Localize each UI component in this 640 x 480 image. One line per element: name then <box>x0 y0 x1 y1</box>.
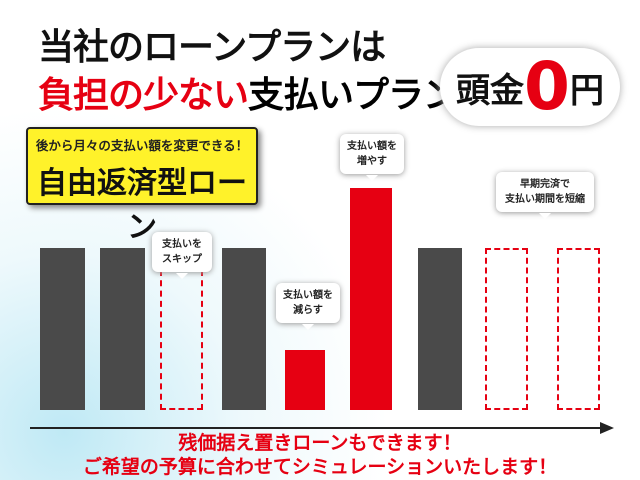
arrow-head <box>600 422 614 434</box>
badge-number: 0 <box>524 48 570 125</box>
callout: 早期完済で支払い期間を短縮 <box>496 172 594 219</box>
headline: 当社のローンプランは <box>38 27 386 68</box>
bar-outline <box>160 270 203 410</box>
feature-title: 自由返済型ローン <box>37 166 247 245</box>
bar <box>100 248 145 410</box>
feature-subtitle: 後から月々の支払い額を変更できる！ <box>35 138 249 153</box>
bar <box>40 248 85 410</box>
bar-red <box>285 350 325 410</box>
callout-line: 早期完済で <box>520 179 570 190</box>
callout: 支払いを スキップ <box>152 232 212 279</box>
callout-line: 支払い額を <box>347 141 397 152</box>
feature-box: 後から月々の支払い額を変更できる！ 自由返済型ローン <box>26 127 258 245</box>
arrow <box>30 422 614 434</box>
callout-line: 支払い額を <box>283 290 333 301</box>
headline-black: 支払いプラン <box>248 75 459 116</box>
footer-line: ご希望の予算に合わせてシミュレーションいたします！ <box>82 456 558 478</box>
bar-outline <box>485 248 528 410</box>
footer-line: 残価据え置きローンもできます！ <box>178 432 462 454</box>
badge-suffix: 円 <box>569 70 604 111</box>
callout: 支払い額を 減らす <box>276 283 340 330</box>
badge-prefix: 頭金 <box>456 70 525 111</box>
bar <box>222 248 266 410</box>
bar-outline <box>557 248 600 410</box>
badge: 頭金 0 円 <box>440 48 620 126</box>
callout-line: スキップ <box>162 254 202 265</box>
headline: 負担の少ない支払いプラン <box>38 66 459 118</box>
callout-line: 増やす <box>357 156 387 167</box>
bar <box>418 248 462 410</box>
bar-red <box>350 188 392 410</box>
callout-line: 支払いを <box>162 239 202 250</box>
callout-line: 支払い期間を短縮 <box>505 194 585 205</box>
callout-line: 減らす <box>293 305 323 316</box>
headline-red: 負担の少ない <box>38 75 249 116</box>
callout: 支払い額を 増やす <box>340 134 404 181</box>
